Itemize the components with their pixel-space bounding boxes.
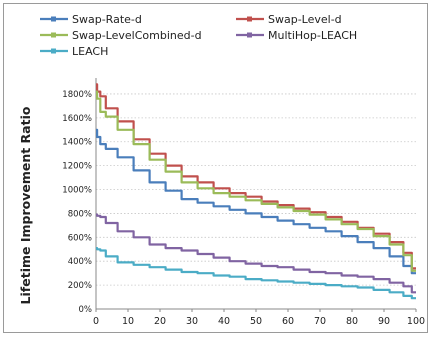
y-tick-label: 1000% xyxy=(62,186,92,196)
legend-label: Swap-LevelCombined-d xyxy=(72,29,202,42)
y-tick-label: 1800% xyxy=(62,90,92,100)
x-tick-label: 90 xyxy=(378,316,390,327)
x-tick-label: 10 xyxy=(122,316,134,327)
x-tick-label: 20 xyxy=(154,316,166,327)
y-tick-label: 1200% xyxy=(62,162,92,172)
legend-marker xyxy=(51,32,56,38)
legend-marker xyxy=(51,16,56,22)
legend-marker xyxy=(247,16,252,22)
y-tick-label: 800% xyxy=(68,209,92,219)
chart-frame: Swap-Rate-d Swap-Level-d Swap-LevelCombine… xyxy=(3,3,428,333)
legend-label: MultiHop-LEACH xyxy=(268,29,357,42)
x-tick-label: 80 xyxy=(346,316,358,327)
x-tick-labels: 0 10 20 30 40 50 60 70 80 90 100 xyxy=(93,309,425,327)
x-tick-label: 100 xyxy=(407,316,425,327)
series-line xyxy=(96,128,416,275)
series-line xyxy=(96,83,416,270)
y-axis-label: Lifetime Improvement Ratio xyxy=(18,106,33,304)
x-tick-label: 30 xyxy=(186,316,198,327)
y-tick-label: 1400% xyxy=(62,138,92,148)
x-tick-label: 50 xyxy=(250,316,262,327)
x-tick-label: 60 xyxy=(282,316,294,327)
legend-label: Swap-Level-d xyxy=(268,13,342,26)
y-tick-labels: 0% 200% 400% 600% 800% 1000% 1200% 1400% 1600% 18… xyxy=(62,90,92,315)
series-line xyxy=(96,90,416,272)
legend-marker xyxy=(247,32,252,38)
line-chart: Swap-Rate-d Swap-Level-d Swap-LevelCombine… xyxy=(18,13,425,327)
y-tick-label: 400% xyxy=(68,257,92,267)
y-tick-label: 1600% xyxy=(62,114,92,124)
y-tick-label: 600% xyxy=(68,233,92,243)
legend-label: LEACH xyxy=(72,45,108,58)
grid-lines xyxy=(96,93,416,286)
x-tick-label: 40 xyxy=(218,316,230,327)
legend-marker xyxy=(51,48,56,54)
data-series xyxy=(96,83,416,300)
chart-legend: Swap-Rate-d Swap-Level-d Swap-LevelCombine… xyxy=(40,13,357,58)
series-line xyxy=(96,247,416,300)
x-tick-label: 70 xyxy=(314,316,326,327)
legend-label: Swap-Rate-d xyxy=(72,13,142,26)
y-tick-label: 0% xyxy=(79,305,93,315)
y-tick-label: 200% xyxy=(68,281,92,291)
x-tick-label: 0 xyxy=(93,316,99,327)
axes xyxy=(95,78,416,310)
series-line xyxy=(96,213,416,294)
